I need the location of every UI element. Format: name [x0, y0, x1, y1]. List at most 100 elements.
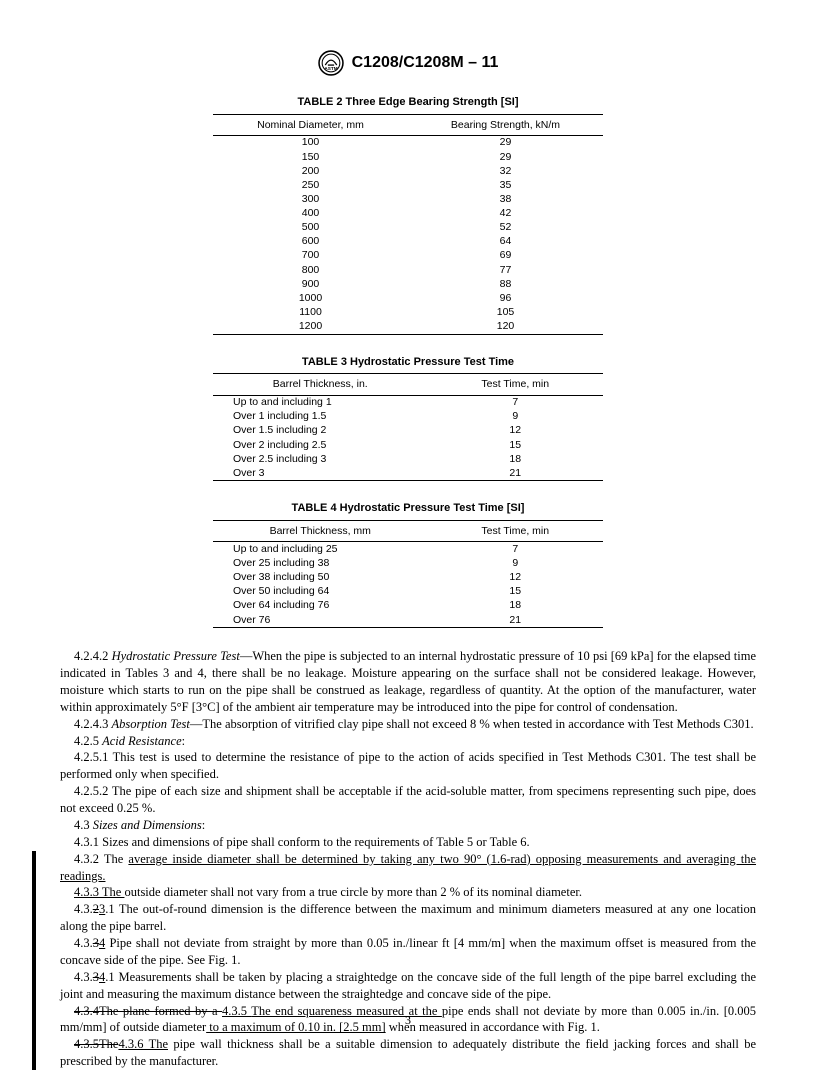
table-3-title: TABLE 3 Hydrostatic Pressure Test Time [213, 355, 603, 370]
table-row: Up to and including 17 [213, 395, 603, 410]
para-4-2-4-2: 4.2.4.2 Hydrostatic Pressure Test—When t… [60, 648, 756, 716]
table-cell: 52 [408, 221, 603, 235]
table-row: 90088 [213, 277, 603, 291]
table-cell: Over 25 including 38 [213, 557, 428, 571]
table-cell: Up to and including 25 [213, 542, 428, 557]
change-bar-icon [32, 901, 36, 935]
table-cell: 64 [408, 235, 603, 249]
table-cell: 96 [408, 291, 603, 305]
astm-logo-icon: ASTM [318, 50, 344, 76]
para-4-3-3-1: 4.3.23.1 The out-of-round dimension is t… [60, 901, 756, 935]
table-cell: 7 [428, 395, 604, 410]
table-cell: 9 [428, 557, 604, 571]
table-cell: 105 [408, 305, 603, 319]
table-row: Over 321 [213, 466, 603, 481]
table-row: Over 1.5 including 212 [213, 424, 603, 438]
table-4-grid: Barrel Thickness, mm Test Time, min Up t… [213, 520, 603, 628]
table-cell: 1000 [213, 291, 408, 305]
table-row: 20032 [213, 164, 603, 178]
para-4-2-5-1: 4.2.5.1 This test is used to determine t… [60, 749, 756, 783]
table-cell: 800 [213, 263, 408, 277]
table-cell: 35 [408, 178, 603, 192]
table-cell: 400 [213, 207, 408, 221]
page-number: 3 [0, 1012, 816, 1028]
table-cell: 18 [428, 599, 604, 613]
table-cell: 100 [213, 135, 408, 150]
table-row: Over 2 including 2.515 [213, 438, 603, 452]
table-cell: 600 [213, 235, 408, 249]
table-2-col1: Nominal Diameter, mm [213, 114, 408, 135]
table-cell: 29 [408, 150, 603, 164]
table-2: TABLE 2 Three Edge Bearing Strength [SI]… [213, 95, 603, 335]
table-cell: Over 76 [213, 613, 428, 628]
table-row: 25035 [213, 178, 603, 192]
table-row: 100096 [213, 291, 603, 305]
para-4-3-1: 4.3.1 Sizes and dimensions of pipe shall… [60, 834, 756, 851]
table-cell: 42 [408, 207, 603, 221]
table-row: Over 1 including 1.59 [213, 410, 603, 424]
table-cell: 21 [428, 466, 604, 481]
para-4-2-5-2: 4.2.5.2 The pipe of each size and shipme… [60, 783, 756, 817]
change-bar-icon [32, 851, 36, 902]
table-cell: 77 [408, 263, 603, 277]
body-text: 4.2.4.2 Hydrostatic Pressure Test—When t… [60, 648, 756, 1070]
table-cell: 69 [408, 249, 603, 263]
table-row: Up to and including 257 [213, 542, 603, 557]
table-row: 1100105 [213, 305, 603, 319]
table-cell: Over 2.5 including 3 [213, 452, 428, 466]
table-cell: Over 1.5 including 2 [213, 424, 428, 438]
table-cell: 200 [213, 164, 408, 178]
table-cell: 88 [408, 277, 603, 291]
svg-text:ASTM: ASTM [324, 66, 337, 71]
para-4-3-4-1: 4.3.34.1 Measurements shall be taken by … [60, 969, 756, 1003]
table-cell: 7 [428, 542, 604, 557]
table-4-col1: Barrel Thickness, mm [213, 521, 428, 542]
para-4-3-2: 4.3.2 The average inside diameter shall … [60, 851, 756, 885]
table-cell: Over 50 including 64 [213, 585, 428, 599]
table-cell: 21 [428, 613, 604, 628]
table-cell: 29 [408, 135, 603, 150]
table-row: Over 7621 [213, 613, 603, 628]
table-3-col1: Barrel Thickness, in. [213, 374, 428, 395]
table-cell: 250 [213, 178, 408, 192]
para-4-2-5: 4.2.5 Acid Resistance: [60, 733, 756, 750]
table-row: 70069 [213, 249, 603, 263]
table-cell: Over 1 including 1.5 [213, 410, 428, 424]
table-cell: 15 [428, 585, 604, 599]
table-row: 1200120 [213, 320, 603, 335]
table-cell: 500 [213, 221, 408, 235]
table-row: 80077 [213, 263, 603, 277]
table-cell: 38 [408, 192, 603, 206]
table-cell: 32 [408, 164, 603, 178]
table-4-title: TABLE 4 Hydrostatic Pressure Test Time [… [213, 501, 603, 516]
table-cell: Over 3 [213, 466, 428, 481]
table-2-col2: Bearing Strength, kN/m [408, 114, 603, 135]
table-cell: 15 [428, 438, 604, 452]
table-cell: 9 [428, 410, 604, 424]
table-row: 50052 [213, 221, 603, 235]
change-bar-icon [32, 935, 36, 969]
table-row: Over 25 including 389 [213, 557, 603, 571]
table-cell: Over 38 including 50 [213, 571, 428, 585]
table-cell: Up to and including 1 [213, 395, 428, 410]
table-cell: 1100 [213, 305, 408, 319]
table-cell: 120 [408, 320, 603, 335]
table-cell: 12 [428, 571, 604, 585]
table-cell: 700 [213, 249, 408, 263]
page-header: ASTM C1208/C1208M – 11 [60, 50, 756, 81]
para-4-3-4: 4.3.34 Pipe shall not deviate from strai… [60, 935, 756, 969]
table-cell: 150 [213, 150, 408, 164]
table-row: Over 2.5 including 318 [213, 452, 603, 466]
table-3: TABLE 3 Hydrostatic Pressure Test Time B… [213, 355, 603, 482]
table-row: 60064 [213, 235, 603, 249]
table-row: 30038 [213, 192, 603, 206]
table-cell: 18 [428, 452, 604, 466]
para-4-3: 4.3 Sizes and Dimensions: [60, 817, 756, 834]
table-3-grid: Barrel Thickness, in. Test Time, min Up … [213, 373, 603, 481]
para-4-2-4-3: 4.2.4.3 Absorption Test—The absorption o… [60, 716, 756, 733]
table-cell: Over 2 including 2.5 [213, 438, 428, 452]
table-row: 10029 [213, 135, 603, 150]
table-row: Over 64 including 7618 [213, 599, 603, 613]
table-4-col2: Test Time, min [428, 521, 604, 542]
table-cell: 300 [213, 192, 408, 206]
